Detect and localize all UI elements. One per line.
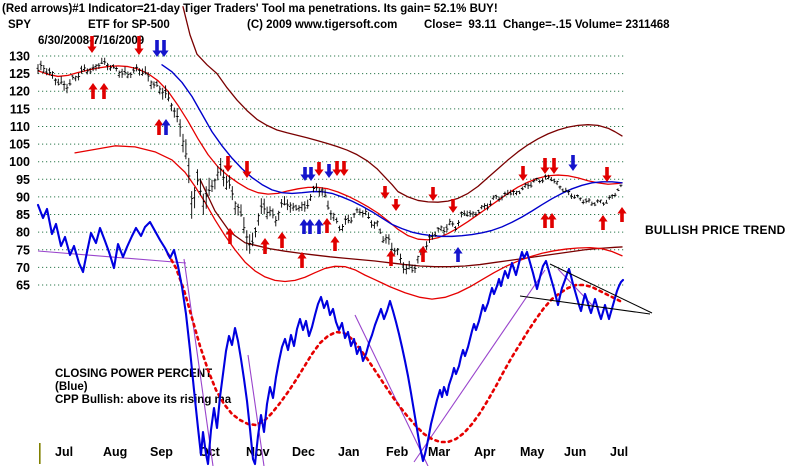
signal-arrows — [87, 36, 627, 268]
price-moving-average — [161, 64, 623, 238]
cpp-color-note: (Blue) — [55, 381, 88, 393]
purple-trendline — [183, 258, 214, 466]
x-axis-labels: Jul Aug Sep Oct Nov Dec Jan Feb Mar Apr May Jun Jul — [55, 445, 628, 459]
svg-text:105: 105 — [9, 138, 30, 152]
svg-text:Aug: Aug — [103, 445, 127, 459]
svg-text:Feb: Feb — [386, 445, 409, 459]
etf-label: ETF for SP-500 — [88, 19, 170, 31]
svg-text:125: 125 — [9, 67, 30, 81]
grid-lines — [38, 55, 624, 286]
svg-text:Jan: Jan — [338, 445, 360, 459]
svg-text:80: 80 — [16, 226, 30, 240]
svg-text:Mar: Mar — [428, 445, 450, 459]
cpp-wedge-trendline — [549, 263, 653, 314]
indicator-title: (Red arrows)#1 Indicator=21-day Tiger Tr… — [2, 3, 498, 15]
svg-text:110: 110 — [10, 120, 30, 134]
svg-text:Jun: Jun — [564, 445, 586, 459]
cpp-title: CLOSING POWER PERCENT — [55, 368, 213, 380]
cpp-moving-average-dotted — [166, 252, 622, 444]
svg-text:120: 120 — [9, 85, 30, 99]
ticker-symbol: SPY — [8, 19, 32, 31]
purple-trendline — [354, 314, 429, 466]
upper-inner-band — [37, 65, 623, 241]
cpp-line — [36, 203, 625, 466]
svg-text:Sep: Sep — [150, 445, 173, 459]
bullish-trend-annotation: BULLISH PRICE TREND — [645, 223, 786, 237]
svg-text:Jul: Jul — [55, 445, 73, 459]
svg-text:May: May — [520, 445, 544, 459]
svg-text:95: 95 — [16, 173, 30, 187]
price-candles — [36, 57, 623, 275]
purple-trendline — [37, 250, 187, 264]
svg-text:100: 100 — [9, 155, 30, 169]
svg-text:75: 75 — [16, 243, 30, 257]
quote-readout: Close= 93.11 Change=-.15 Volume= 2311468 — [424, 19, 670, 31]
cpp-wedge-trendline — [519, 295, 651, 315]
purple-trendline — [247, 354, 265, 466]
svg-text:115: 115 — [10, 102, 30, 116]
svg-text:90: 90 — [16, 190, 30, 204]
svg-text:85: 85 — [16, 208, 30, 222]
svg-text:70: 70 — [16, 261, 30, 275]
svg-text:Jul: Jul — [610, 445, 628, 459]
svg-text:Dec: Dec — [292, 445, 315, 459]
purple-trendline — [413, 269, 546, 463]
svg-text:65: 65 — [16, 278, 30, 292]
upper-outer-band — [182, 6, 623, 203]
y-axis-labels: 130 125 120 115 110 105 100 95 90 85 80 75 70 65 — [9, 50, 30, 293]
x-axis-tick — [39, 443, 41, 464]
svg-text:130: 130 — [9, 50, 30, 64]
copyright-label: (C) 2009 www.tigersoft.com — [247, 19, 398, 31]
svg-text:Apr: Apr — [474, 445, 496, 459]
